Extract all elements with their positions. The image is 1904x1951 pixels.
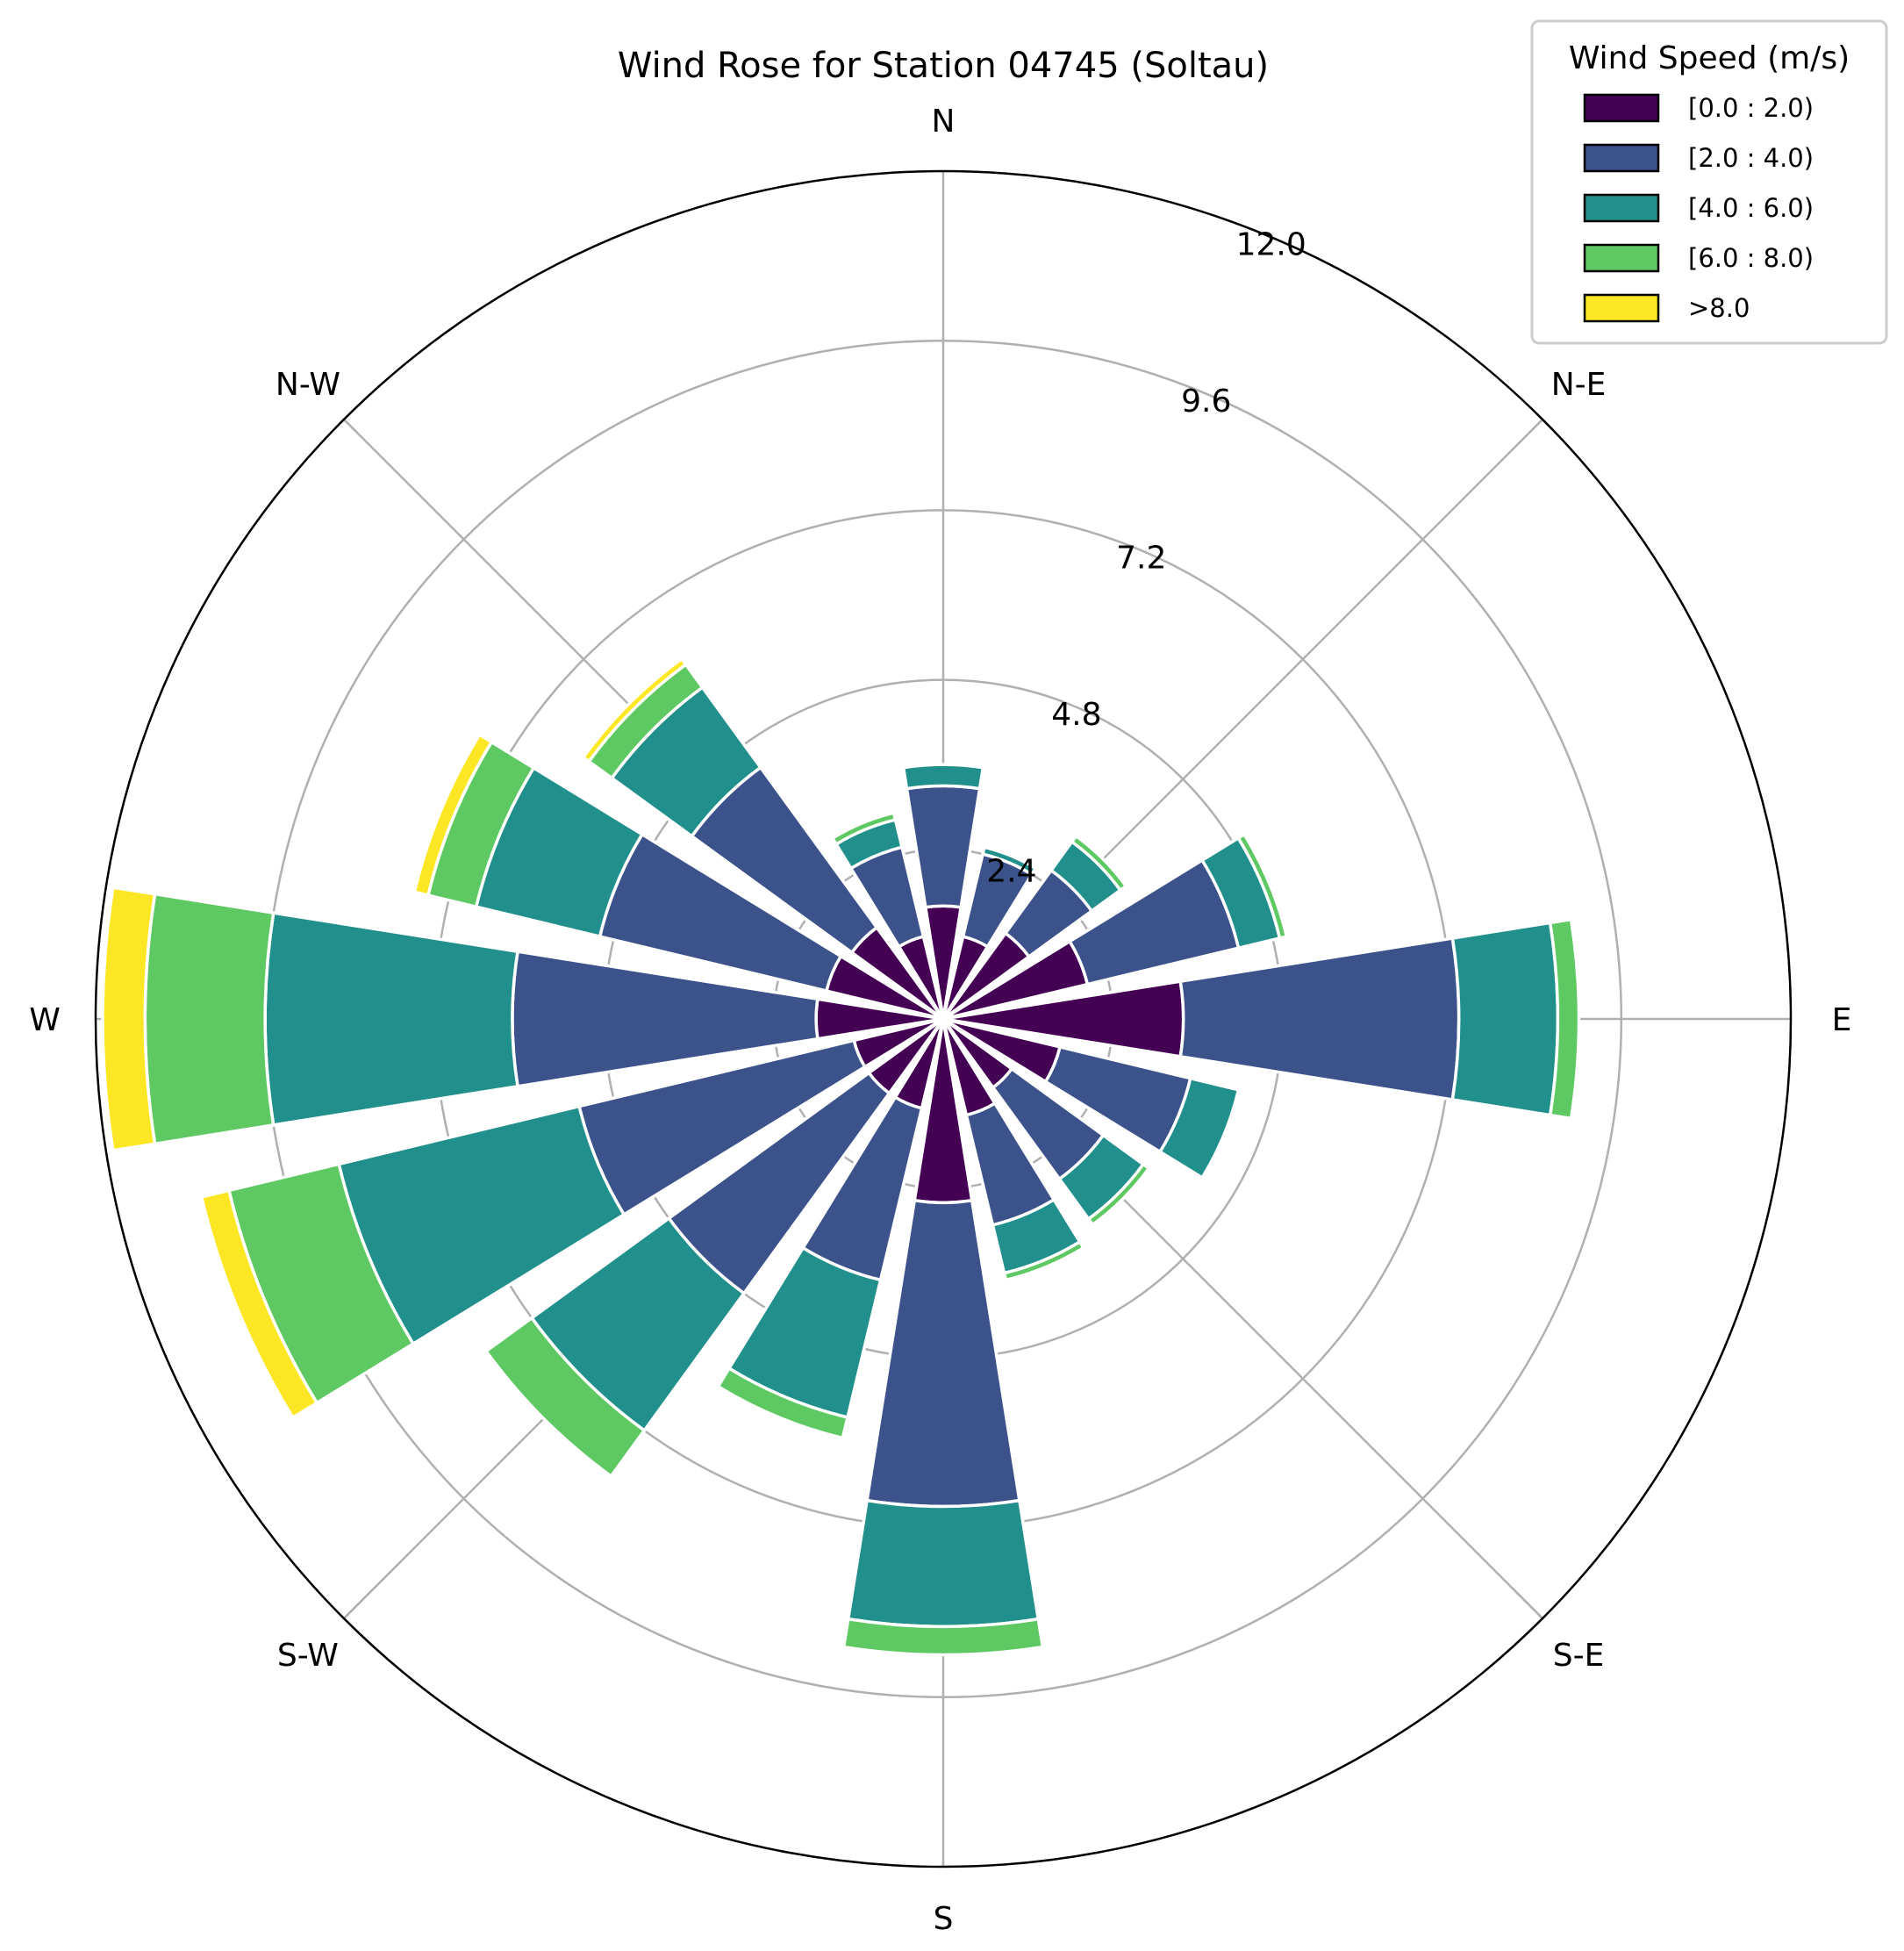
bar-WNW-4 (412, 732, 494, 898)
legend-label: [4.0 : 6.0) (1688, 193, 1814, 223)
chart-title: Wind Rose for Station 04745 (Soltau) (618, 46, 1269, 86)
bar-SW-3 (483, 1316, 647, 1479)
legend-swatch (1583, 293, 1660, 323)
legend-title: Wind Speed (m/s) (1569, 40, 1850, 76)
legend-swatch (1583, 143, 1660, 173)
bar-S-2 (846, 1498, 1041, 1629)
bar-SSE-3 (1002, 1239, 1086, 1282)
legend: Wind Speed (m/s) [0.0 : 2.0)[2.0 : 4.0)[… (1530, 19, 1888, 345)
direction-label: S-W (277, 1638, 339, 1674)
radial-tick-label: 9.6 (1181, 384, 1231, 420)
bar-E-2 (1450, 921, 1560, 1117)
radial-tick-label: 4.8 (1051, 697, 1101, 733)
bar-W-2 (263, 911, 519, 1127)
bar-NE-3 (1070, 834, 1128, 893)
bar-N-2 (901, 763, 985, 791)
bar-E-1 (1178, 936, 1461, 1101)
bar-SSW-3 (716, 1366, 850, 1440)
legend-swatch (1583, 243, 1660, 273)
legend-label: [0.0 : 2.0) (1688, 93, 1814, 123)
outer-circle (94, 169, 1793, 1869)
direction-label: N (932, 104, 956, 140)
bar-E-3 (1548, 917, 1581, 1121)
bar-S-3 (841, 1617, 1045, 1657)
direction-label: S (934, 1901, 954, 1937)
bar-WSW-4 (199, 1188, 319, 1420)
polar-frame (94, 169, 1793, 1869)
direction-label: N-W (276, 367, 340, 403)
radial-tick-label: 7.2 (1116, 541, 1166, 577)
bar-NNE-2 (980, 845, 1038, 877)
bar-N-1 (905, 784, 982, 909)
bar-W-4 (101, 886, 157, 1152)
bar-NNW-3 (830, 811, 898, 847)
bar-NW-4 (581, 656, 689, 764)
bar-ENE-3 (1235, 832, 1289, 941)
radial-tick-label: 12.0 (1236, 227, 1306, 263)
legend-swatch (1583, 93, 1660, 123)
bar-SE-3 (1086, 1162, 1151, 1227)
bar-ESE-2 (1157, 1076, 1241, 1180)
legend-label: >8.0 (1688, 293, 1750, 323)
direction-label: W (29, 1002, 61, 1038)
radial-tick-label: 2.4 (986, 854, 1036, 890)
direction-label: E (1832, 1002, 1852, 1038)
legend-swatch (1583, 193, 1660, 223)
legend-label: [2.0 : 4.0) (1688, 143, 1814, 173)
direction-label: N-E (1551, 367, 1607, 403)
bar-W-3 (143, 892, 276, 1146)
legend-label: [6.0 : 8.0) (1688, 243, 1814, 273)
radial-tick-labels: 2.4 4.8 7.2 9.6 12.0 (986, 227, 1306, 890)
direction-label: S-E (1553, 1638, 1605, 1674)
wind-rose-bars (101, 656, 1581, 1657)
direction-labels: N N-E E S-E S S-W W N-W (29, 104, 1851, 1937)
legend-items: [0.0 : 2.0) [2.0 : 4.0) [4.0 : 6.0) [6.0 : … (1583, 93, 1814, 323)
